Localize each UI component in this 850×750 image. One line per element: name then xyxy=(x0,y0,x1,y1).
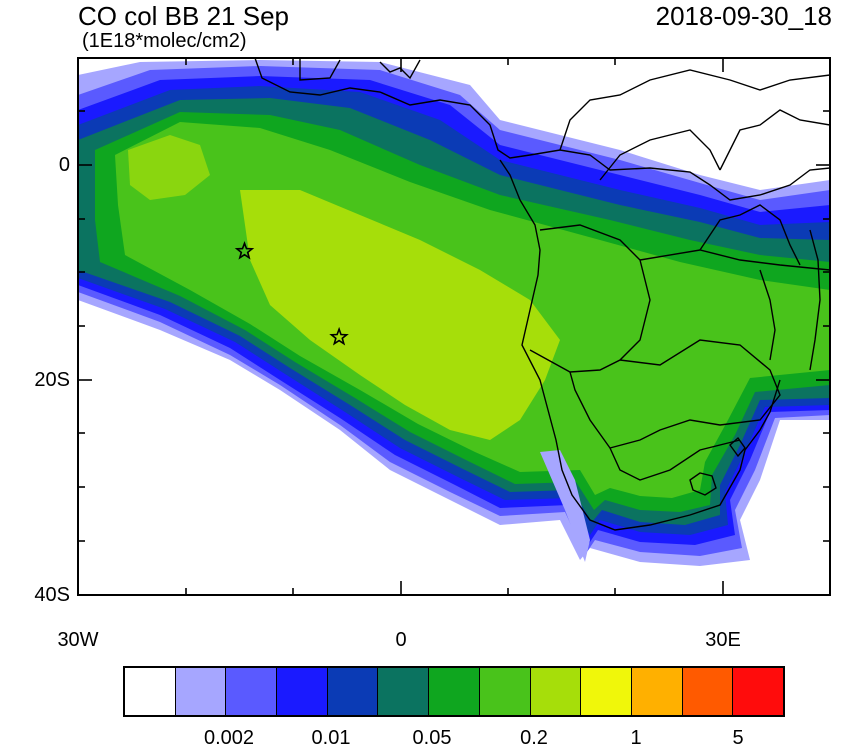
x-tick-label-0: 0 xyxy=(395,629,407,651)
y-tick-label-20s: 20S xyxy=(34,369,70,391)
colorbar-swatch xyxy=(429,668,480,715)
plume-level-8b xyxy=(128,135,210,200)
x-tick-label-30e: 30E xyxy=(705,629,741,651)
colorbar-swatch xyxy=(733,668,783,715)
map-title: CO col BB 21 Sep xyxy=(78,1,289,31)
colorbar-label-1: 1 xyxy=(630,727,642,749)
colorbar-swatch xyxy=(277,668,328,715)
units-label: (1E18*molec/cm2) xyxy=(82,30,247,52)
colorbar-swatch xyxy=(581,668,632,715)
colorbar-label-0-05: 0.05 xyxy=(412,727,452,749)
ocean-gap xyxy=(540,450,590,562)
star-marker-1 xyxy=(234,241,255,260)
colorbar-swatch xyxy=(175,668,227,715)
site-markers xyxy=(234,241,349,346)
colorbar-swatch xyxy=(631,668,683,715)
coastlines xyxy=(254,58,830,531)
colorbar-label-0-01: 0.01 xyxy=(311,727,351,749)
plume-level-8 xyxy=(240,190,560,440)
colorbar-swatch xyxy=(378,668,430,715)
colorbar-label-0-2: 0.2 xyxy=(520,727,548,749)
colorbar-swatch xyxy=(682,668,734,715)
x-tick-label-30w: 30W xyxy=(57,629,99,651)
axis-ticks xyxy=(78,58,830,595)
star-marker-2 xyxy=(329,326,349,346)
y-tick-label-40s: 40S xyxy=(34,584,70,606)
colorbar-label-0-002: 0.002 xyxy=(203,727,255,749)
y-tick-label-0: 0 xyxy=(58,154,70,176)
colorbar-label-5: 5 xyxy=(732,727,744,749)
colorbar-swatch xyxy=(327,668,379,715)
colorbar xyxy=(123,666,785,717)
colorbar-swatch xyxy=(530,668,582,715)
map-plot xyxy=(77,57,831,596)
valid-time-label: 2018-09-30_18 xyxy=(655,1,832,31)
colorbar-swatch xyxy=(479,668,531,715)
colorbar-swatch xyxy=(125,668,176,715)
colorbar-swatch xyxy=(226,668,278,715)
co-column-field xyxy=(78,58,830,595)
